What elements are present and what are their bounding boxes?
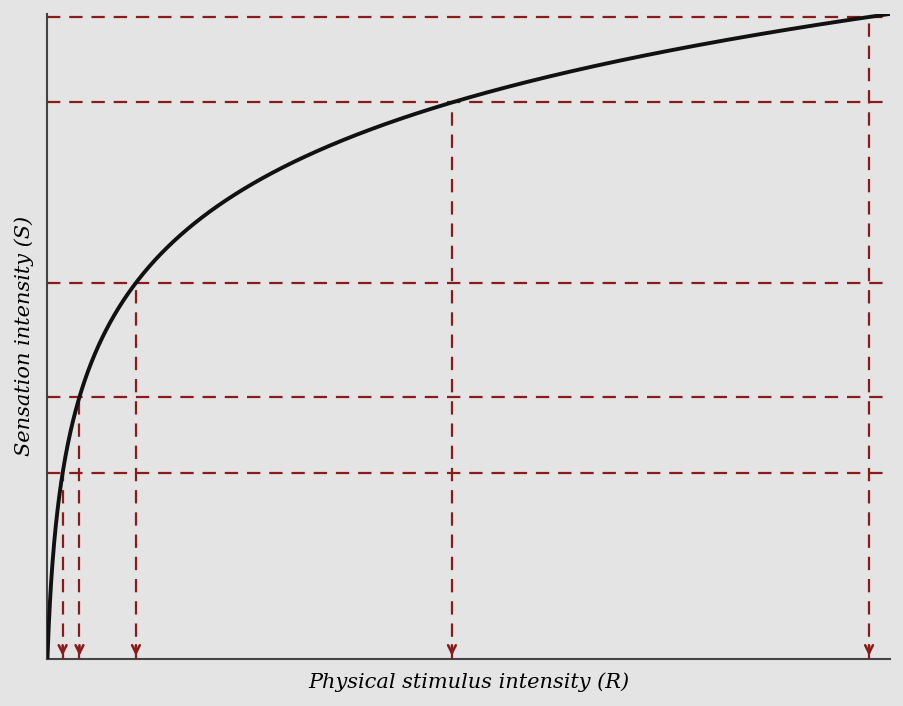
Y-axis label: Sensation intensity (S): Sensation intensity (S): [14, 216, 33, 456]
X-axis label: Physical stimulus intensity (R): Physical stimulus intensity (R): [308, 672, 628, 692]
